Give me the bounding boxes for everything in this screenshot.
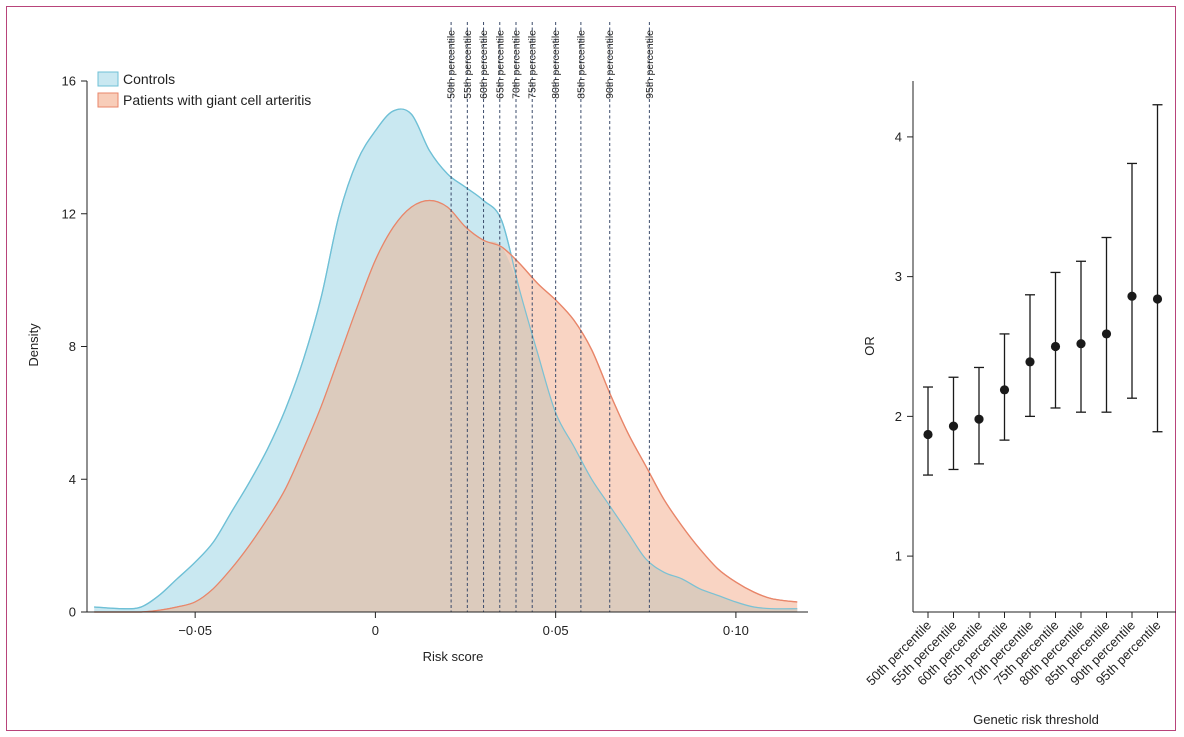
legend: Controls Patients with giant cell arteri… — [97, 71, 311, 108]
legend-label-patients: Patients with giant cell arteritis — [123, 92, 311, 108]
y-tick-label: 12 — [62, 206, 76, 221]
x-tick-label: 0·10 — [723, 623, 749, 638]
or-y-tick-label: 1 — [895, 549, 902, 564]
or-x-axis-label: Genetic risk threshold — [973, 712, 1099, 727]
or-point — [1101, 329, 1112, 339]
legend-swatch-controls — [97, 71, 119, 87]
or-point — [999, 385, 1010, 395]
percentile-label: 85th percentile — [575, 30, 587, 99]
or-point — [974, 414, 984, 424]
or-y-tick-label: 4 — [895, 129, 902, 144]
percentile-label: 55th percentile — [462, 30, 474, 99]
y-tick-label: 8 — [69, 339, 76, 354]
or-point — [1050, 341, 1061, 352]
density-y-axis-label: Density — [26, 323, 41, 367]
y-tick-label: 4 — [69, 472, 76, 487]
percentile-lines: 50th percentile 55th percentile 60th perce… — [446, 22, 656, 612]
percentile-label: 75th percentile — [527, 30, 539, 99]
or-y-tick-label: 2 — [895, 409, 902, 424]
patients-curve-top — [94, 199, 798, 613]
x-tick-label: −0·05 — [178, 623, 212, 638]
legend-swatch-patients — [97, 92, 119, 108]
density-chart: 50th percentile 55th percentile 60th perce… — [26, 22, 808, 664]
density-x-axis-label: Risk score — [423, 649, 484, 664]
percentile-label: 90th percentile — [604, 30, 616, 99]
or-y-tick-label: 3 — [895, 269, 902, 284]
percentile-label: 65th percentile — [494, 30, 506, 99]
controls-curve-top — [94, 108, 798, 610]
x-tick-label: 0 — [372, 623, 379, 638]
y-tick-label: 0 — [69, 605, 76, 620]
or-points — [923, 104, 1163, 476]
or-point — [948, 421, 959, 431]
or-point — [1076, 339, 1086, 349]
density-ticks: 0 4 8 12 16 −0·05 0 0·05 0·10 — [62, 74, 749, 639]
or-point — [1025, 357, 1035, 367]
overlap-area — [94, 200, 798, 612]
y-tick-label: 16 — [62, 74, 76, 89]
or-point — [923, 429, 933, 440]
percentile-label: 60th percentile — [478, 30, 490, 99]
legend-label-controls: Controls — [123, 71, 175, 87]
percentile-label: 70th percentile — [510, 30, 522, 99]
percentile-label: 80th percentile — [550, 30, 562, 99]
x-tick-label: 0·05 — [543, 623, 569, 638]
or-y-axis-label: OR — [862, 336, 877, 356]
or-point — [1152, 294, 1163, 304]
or-point — [1127, 291, 1137, 301]
percentile-label: 50th percentile — [446, 30, 458, 99]
density-areas — [94, 108, 798, 613]
percentile-label: 95th percentile — [644, 30, 656, 99]
